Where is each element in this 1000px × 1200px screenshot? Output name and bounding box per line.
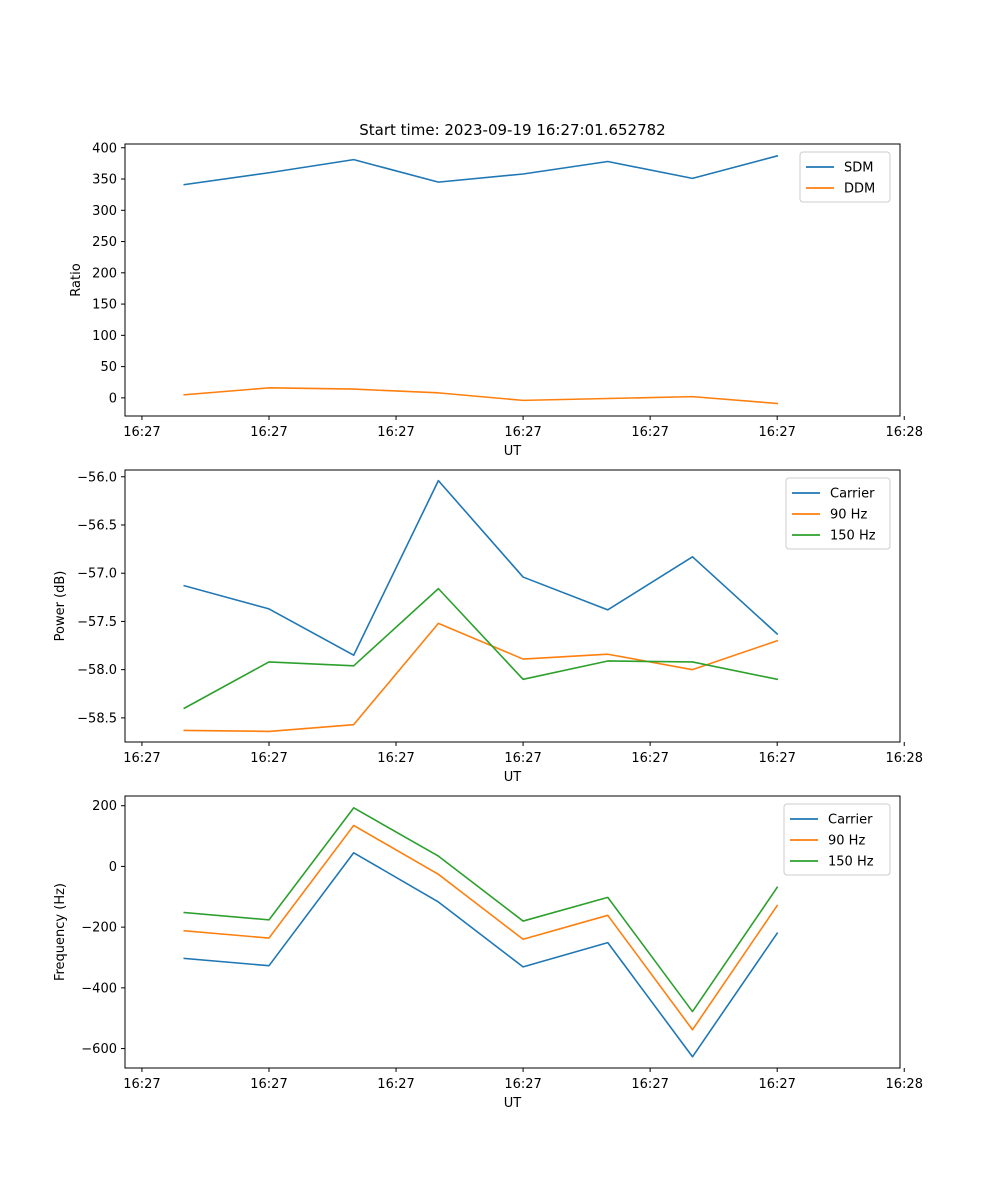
series-line-150-hz [183,807,779,1013]
legend: Carrier 90 Hz 150 Hz [785,477,891,550]
x-tick-label: 16:27 [504,1077,541,1092]
y-tick-label: 150 [92,298,117,313]
x-tick-label: 16:27 [377,751,414,766]
legend-entry: Carrier [828,813,873,828]
series-line-90-hz [183,622,779,733]
y-tick-label: −400 [81,981,117,996]
series-line-90-hz [183,824,779,1031]
y-tick-label: −58.0 [77,663,117,678]
x-tick-label: 16:27 [504,751,541,766]
y-tick-label: −56.5 [77,518,117,533]
axes-frame [124,469,901,743]
axes-frame [124,143,901,417]
x-tick-label: 16:27 [758,1077,795,1092]
y-tick-label: 0 [109,860,117,875]
legend-entry: 90 Hz [830,508,867,523]
y-tick-label: 0 [109,391,117,406]
legend-entry: 90 Hz [828,834,865,849]
x-tick-label: 16:27 [504,425,541,440]
x-tick-label: 16:27 [123,751,160,766]
x-tick-label: 16:27 [377,425,414,440]
legend-box [785,477,891,550]
series-line-carrier [183,851,779,1058]
series-line-carrier [183,479,779,656]
x-tick-label: 16:27 [250,425,287,440]
x-tick-label: 16:27 [758,751,795,766]
y-tick-label: 200 [92,266,117,281]
legend-entry: 150 Hz [830,529,876,544]
subplot-3: 16:27 16:27 16:27 16:27 16:27 16:27 16:28 −600 −… [53,795,923,1111]
x-tick-label: 16:27 [250,1077,287,1092]
y-tick-label: 200 [92,799,117,814]
x-tick-label: 16:27 [758,425,795,440]
series-line-sdm [183,154,779,186]
legend-entry: DDM [844,182,875,197]
y-axis-label: Frequency (Hz) [53,883,68,981]
x-tick-label: 16:27 [631,425,668,440]
series-line-ddm [183,387,779,405]
y-tick-label: −58.5 [77,711,117,726]
x-tick-label: 16:28 [886,1077,923,1092]
x-tick-label: 16:27 [631,1077,668,1092]
series-line-150-hz [183,587,779,710]
subplot-1: Start time: 2023-09-19 16:27:01.652782 16… [69,121,923,459]
y-axis-label: Ratio [69,263,84,296]
x-tick-label: 16:27 [123,425,160,440]
x-tick-label: 16:27 [123,1077,160,1092]
y-tick-label: −600 [81,1042,117,1057]
y-tick-label: 300 [92,204,117,219]
y-tick-label: −200 [81,921,117,936]
y-tick-label: 350 [92,173,117,188]
axes-frame [124,795,901,1069]
chart-panels: Start time: 2023-09-19 16:27:01.652782 16… [53,121,923,1111]
y-tick-label: −57.0 [77,567,117,582]
x-tick-label: 16:27 [377,1077,414,1092]
y-tick-label: −56.0 [77,470,117,485]
y-tick-label: −57.5 [77,615,117,630]
legend-box [783,803,891,876]
x-tick-label: 16:28 [886,751,923,766]
y-tick-label: 400 [92,141,117,156]
x-tick-label: 16:27 [250,751,287,766]
y-tick-label: 50 [100,360,117,375]
legend-entry: Carrier [830,487,875,502]
legend-entry: SDM [844,161,873,176]
chart-title: Start time: 2023-09-19 16:27:01.652782 [359,121,665,139]
legend-entry: 150 Hz [828,855,874,870]
x-tick-label: 16:28 [886,425,923,440]
legend: SDM DDM [799,151,891,203]
x-axis-label: UT [504,1096,522,1111]
y-axis-label: Power (dB) [53,571,68,642]
legend-box [799,151,891,203]
y-tick-label: 250 [92,235,117,250]
x-axis-label: UT [504,770,522,785]
subplot-2: 16:27 16:27 16:27 16:27 16:27 16:27 16:28 −58.5… [53,469,923,785]
x-axis-label: UT [504,444,522,459]
x-tick-label: 16:27 [631,751,668,766]
legend: Carrier 90 Hz 150 Hz [783,803,891,876]
y-tick-label: 100 [92,329,117,344]
